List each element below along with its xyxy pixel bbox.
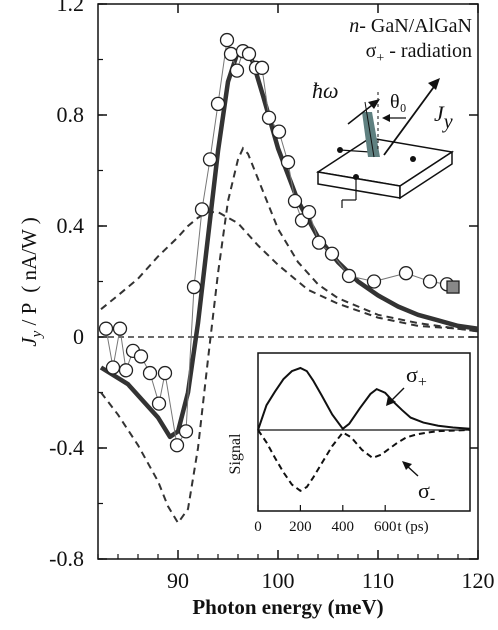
contact-wire	[339, 149, 371, 153]
data-point	[341, 268, 357, 284]
legend-sample-prefix: n-	[349, 15, 366, 37]
inset-x-tick-label: 400	[332, 519, 355, 535]
inset-x-tick-label: 200	[289, 519, 312, 535]
sample-side-face	[399, 150, 453, 200]
data-point	[151, 396, 167, 411]
inset-x-tick-label: 600	[374, 519, 397, 535]
inset-label-minus: σ-	[418, 478, 435, 507]
data-point	[118, 363, 134, 378]
inset-arrow-plus-head	[386, 396, 396, 406]
data-point	[422, 274, 438, 289]
inset-label-plus-sigma: σ	[406, 362, 418, 387]
main-series-group	[98, 32, 479, 525]
current-arrow-head	[428, 78, 440, 90]
data-point	[105, 360, 121, 375]
data-point	[324, 246, 340, 261]
inset-label-plus-sub: +	[418, 374, 427, 391]
main-axis-ticks	[97, 3, 479, 560]
data-point	[271, 124, 287, 139]
inset-tick-labels: 0 200 400 600	[254, 519, 396, 535]
legend-sample: n- GaN/AlGaN	[349, 15, 472, 37]
y-tick-label: 1.2	[57, 0, 85, 16]
dashed-component-line-2	[100, 211, 479, 333]
x-axis-label: Photon energy (meV)	[192, 595, 383, 619]
inset-label-plus: σ+	[406, 362, 427, 391]
current-label-sub: y	[442, 111, 453, 133]
current-label: Jy	[434, 101, 453, 133]
legend-radiation-symbol: σ	[366, 40, 377, 62]
data-point	[157, 365, 173, 381]
data-point	[241, 46, 257, 62]
data-point	[261, 110, 277, 125]
end-marker-square	[446, 280, 460, 294]
y-tick-label: 0	[73, 324, 84, 349]
data-point	[287, 193, 303, 209]
x-tick-label: 110	[362, 568, 394, 593]
inset-signal-line-minus	[257, 429, 471, 492]
data-point	[219, 32, 235, 48]
inset-y-label: Signal	[227, 433, 244, 474]
theta-arrow-head	[382, 114, 390, 122]
data-point	[223, 46, 239, 62]
inset-x-label: t (ps)	[397, 519, 428, 535]
data-point	[311, 235, 327, 250]
data-point	[202, 152, 218, 167]
x-tick-label: 100	[262, 568, 295, 593]
theta-label: θ₀	[390, 91, 407, 113]
data-point	[280, 155, 296, 170]
inset-label-minus-sigma: σ	[418, 478, 430, 503]
x-tick-label: 90	[167, 568, 189, 593]
dashed-component-line-3	[100, 146, 479, 525]
data-point	[98, 321, 114, 336]
data-point	[194, 202, 210, 217]
data-point	[142, 365, 158, 381]
inset-axis-ticks	[257, 505, 386, 511]
legend-sample-rest: GaN/AlGaN	[366, 15, 472, 37]
y-axis-label-rest: / P	[17, 303, 41, 331]
inset-x-tick-label: 0	[254, 519, 262, 535]
y-axis-label: Jy / P ( nA/W )	[17, 217, 45, 346]
data-point	[178, 424, 194, 439]
y-axis-label-sub: y	[29, 330, 45, 339]
inset-arrow-minus-head	[402, 461, 412, 470]
y-axis-label-j: J	[17, 336, 41, 347]
sample-schematic: ħω θ₀ Jy	[312, 78, 455, 208]
current-label-j: J	[434, 101, 445, 126]
data-point	[169, 438, 185, 453]
incident-beam	[362, 112, 380, 157]
main-tick-labels: 90 100 110 120 -0.8 -0.4 0 0.4 0.8 1.2	[49, 0, 494, 593]
data-point	[366, 274, 382, 289]
data-point	[398, 266, 414, 281]
y-axis-label-unit: ( nA/W )	[17, 217, 41, 292]
data-point	[133, 349, 149, 364]
data-point	[112, 321, 128, 336]
y-tick-label: 0.8	[57, 102, 85, 127]
data-point	[229, 63, 245, 78]
hw-arrow-head	[368, 99, 380, 109]
data-point	[254, 60, 270, 75]
contact-dot	[410, 156, 416, 162]
inset-frame	[257, 352, 471, 512]
data-point	[301, 204, 317, 220]
legend-radiation: σ+ - radiation	[366, 40, 472, 66]
data-point	[210, 96, 226, 112]
svg-text:Jy / P( nA/W ): Jy / P ( nA/W )	[17, 217, 45, 346]
legend-radiation-rest: - radiation	[384, 40, 472, 62]
x-tick-label: 120	[462, 568, 495, 593]
beam-axis	[364, 101, 375, 158]
y-tick-label: -0.8	[49, 546, 84, 571]
inset-series-group	[257, 366, 471, 492]
y-tick-label: -0.4	[49, 435, 84, 460]
inset-label-minus-sub: -	[430, 490, 435, 507]
inset-signal-line-plus	[257, 366, 471, 431]
y-tick-label: 0.4	[57, 213, 85, 238]
current-arrow	[383, 83, 437, 156]
legend-radiation-sub: +	[376, 51, 384, 66]
hw-label: ħω	[312, 78, 339, 103]
data-point	[186, 279, 202, 295]
